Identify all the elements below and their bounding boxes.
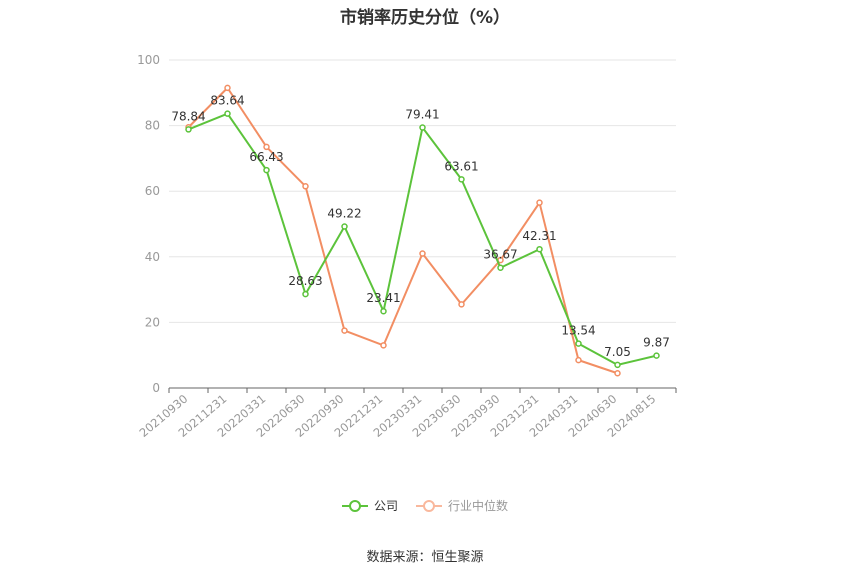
series-point-1 — [224, 84, 231, 92]
y-tick-label: 80 — [145, 119, 160, 133]
source-note: 数据来源：恒生聚源 — [366, 550, 484, 565]
y-tick-label: 60 — [145, 184, 160, 198]
series-point-1 — [341, 327, 348, 334]
series-line-1 — [187, 86, 618, 375]
series-point-0 — [419, 124, 426, 131]
y-tick-label: 40 — [145, 250, 160, 264]
y-tick-label: 20 — [145, 315, 160, 329]
data-label: 13.54 — [561, 324, 595, 338]
series-point-0 — [458, 176, 465, 183]
data-label: 49.22 — [327, 207, 361, 221]
data-label: 78.84 — [171, 109, 205, 123]
series-point-1 — [458, 301, 465, 308]
series-point-0 — [497, 264, 504, 271]
data-label: 23.41 — [366, 291, 400, 305]
series-point-0 — [575, 340, 582, 347]
data-label: 79.41 — [405, 108, 439, 122]
series-point-1 — [575, 356, 582, 364]
series-point-0 — [341, 223, 348, 230]
series-point-0 — [614, 361, 621, 369]
series-point-1 — [614, 369, 621, 377]
series-point-1 — [536, 199, 543, 206]
data-label: 66.43 — [249, 150, 283, 164]
series-point-1 — [419, 250, 426, 257]
data-label: 28.63 — [288, 274, 322, 288]
legend: 公司 行业中位数 — [0, 497, 850, 514]
data-label: 83.64 — [210, 94, 244, 108]
legend-item-industry-median[interactable]: 行业中位数 — [416, 497, 508, 514]
series-point-0 — [185, 126, 192, 133]
data-label: 9.87 — [643, 336, 670, 350]
data-label: 42.31 — [522, 229, 556, 243]
series-point-1 — [380, 342, 387, 349]
legend-label-company: 公司 — [373, 499, 398, 513]
series-point-0 — [263, 166, 270, 174]
data-label: 63.61 — [444, 159, 478, 173]
legend-item-company[interactable]: 公司 — [341, 497, 398, 514]
y-tick-label: 100 — [137, 53, 160, 67]
series-point-0 — [224, 110, 231, 117]
data-labels: 78.84 83.64 66.43 28.63 49.22 23.41 79.41 63.61… — [171, 94, 670, 359]
grid-lines — [169, 59, 676, 323]
legend-industry-marker-icon — [416, 499, 442, 512]
legend-label-industry-median: 行业中位数 — [448, 499, 509, 513]
chart-title: 市销率历史分位（%） — [339, 8, 511, 28]
series-point-0 — [653, 352, 660, 359]
data-label: 7.05 — [604, 345, 631, 359]
data-label: 36.67 — [483, 248, 517, 262]
series-point-0 — [536, 245, 543, 253]
y-tick-label: 0 — [152, 381, 160, 395]
series-point-1 — [263, 143, 270, 151]
series-point-0 — [380, 307, 387, 315]
legend-company-marker-icon — [341, 499, 368, 512]
series-point-1 — [302, 183, 309, 190]
series-point-0 — [302, 290, 309, 298]
series-lines — [185, 84, 660, 377]
